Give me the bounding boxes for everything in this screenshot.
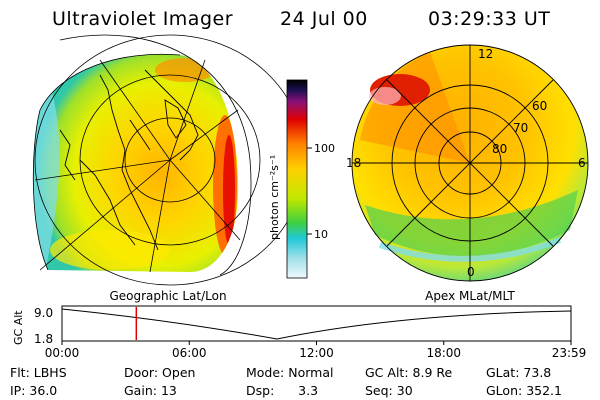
mlt-label-18: 18 bbox=[346, 156, 361, 170]
flt-label: Flt: bbox=[10, 365, 30, 380]
flt-field: Flt: LBHS bbox=[10, 365, 67, 380]
xtick-1800: 18:00 bbox=[426, 346, 461, 360]
instrument-title: Ultraviolet Imager bbox=[52, 8, 234, 30]
colorbar: 100 10 photon cm⁻²s⁻¹ bbox=[268, 79, 335, 279]
mode-value: Normal bbox=[288, 365, 334, 380]
glat-value: 73.8 bbox=[523, 365, 552, 380]
mode-label: Mode: bbox=[246, 365, 285, 380]
xtick-1200: 12:00 bbox=[299, 346, 334, 360]
glat-label: GLat: bbox=[486, 365, 520, 380]
ip-value: 36.0 bbox=[29, 383, 58, 398]
glon-value: 352.1 bbox=[526, 383, 562, 398]
glon-field: GLon: 352.1 bbox=[486, 383, 562, 398]
date-label: 24 Jul 00 bbox=[280, 8, 368, 30]
colorbar-tick-100: 100 bbox=[314, 142, 335, 155]
lat-label-60: 60 bbox=[532, 99, 547, 113]
flt-value: LBHS bbox=[33, 365, 67, 380]
door-value: Open bbox=[162, 365, 196, 380]
left-panel-caption: Geographic Lat/Lon bbox=[109, 289, 226, 303]
door-field: Door: Open bbox=[124, 365, 195, 380]
ytick-1.8: 1.8 bbox=[34, 332, 53, 346]
xtick-2359: 23:59 bbox=[552, 346, 587, 360]
seq-field: Seq: 30 bbox=[365, 383, 413, 398]
gc-alt-label: GC Alt: bbox=[365, 365, 409, 380]
seq-label: Seq: bbox=[365, 383, 393, 398]
gain-label: Gain: bbox=[124, 383, 157, 398]
lat-label-70: 70 bbox=[513, 121, 528, 135]
ip-label: IP: bbox=[10, 383, 26, 398]
timeline-axis-label: GC Alt bbox=[12, 310, 25, 345]
dsp-value: 3.3 bbox=[298, 383, 319, 398]
mlt-label-6: 6 bbox=[578, 156, 586, 170]
ytick-9: 9.0 bbox=[34, 306, 53, 320]
apex-polar-image: 12 18 6 0 60 70 80 Apex MLat/MLT bbox=[346, 44, 589, 303]
gain-field: Gain: 13 bbox=[124, 383, 177, 398]
gc-alt-value: 8.9 Re bbox=[412, 365, 453, 380]
time-label: 03:29:33 UT bbox=[428, 8, 551, 30]
right-panel-caption: Apex MLat/MLT bbox=[425, 289, 515, 303]
geographic-image: Geographic Lat/Lon bbox=[32, 34, 306, 303]
glon-label: GLon: bbox=[486, 383, 523, 398]
xtick-0600: 06:00 bbox=[172, 346, 207, 360]
dsp-label: Dsp: bbox=[246, 383, 275, 398]
mlt-label-12: 12 bbox=[478, 47, 493, 61]
colorbar-tick-10: 10 bbox=[314, 228, 328, 241]
ip-field: IP: 36.0 bbox=[10, 383, 57, 398]
dsp-field: Dsp: 3.3 bbox=[246, 383, 318, 398]
door-label: Door: bbox=[124, 365, 159, 380]
glat-field: GLat: 73.8 bbox=[486, 365, 551, 380]
xtick-0000: 00:00 bbox=[45, 346, 80, 360]
seq-value: 30 bbox=[396, 383, 413, 398]
lat-label-80: 80 bbox=[492, 142, 507, 156]
colorbar-unit: photon cm⁻²s⁻¹ bbox=[268, 155, 281, 240]
altitude-timeline: GC Alt 9.0 1.8 00:00 06:00 12:00 18:00 2… bbox=[12, 305, 587, 360]
gain-value: 13 bbox=[160, 383, 177, 398]
gc-alt-field: GC Alt: 8.9 Re bbox=[365, 365, 452, 380]
mlt-label-0: 0 bbox=[467, 265, 475, 279]
mode-field: Mode: Normal bbox=[246, 365, 334, 380]
